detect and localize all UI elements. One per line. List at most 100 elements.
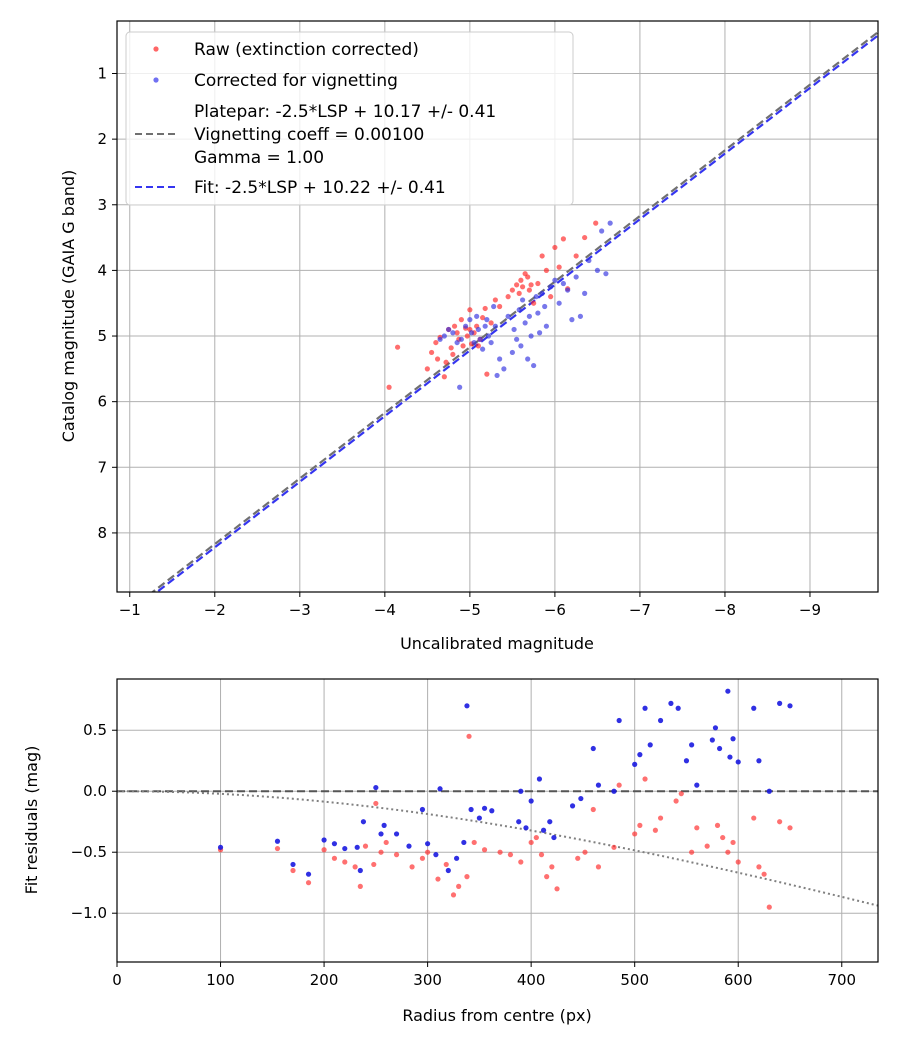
corrected-residual-point — [381, 822, 387, 828]
raw-residual-point — [538, 852, 545, 858]
raw-point — [443, 359, 449, 365]
bottom-ytick-label: 0.0 — [83, 782, 107, 800]
raw-point — [497, 303, 503, 310]
corrected-residual-point — [712, 725, 719, 731]
corrected-residual-point — [528, 798, 534, 804]
raw-point — [475, 343, 481, 349]
bottom-ytick-label: −0.5 — [71, 843, 107, 861]
corrected-point — [446, 326, 452, 333]
raw-residual-point — [657, 815, 664, 821]
corrected-residual-point — [547, 819, 553, 825]
bottom-grid — [116, 679, 878, 962]
fit-line — [155, 34, 878, 592]
corrected-point — [526, 313, 532, 319]
raw-point — [582, 234, 588, 241]
raw-residual-point — [362, 843, 369, 849]
top-ytick-label: 7 — [97, 458, 107, 476]
corrected-point — [539, 290, 545, 296]
raw-point — [573, 253, 579, 259]
corrected-residual-point — [217, 844, 224, 850]
top-ytick-label: 2 — [97, 130, 107, 148]
top-xtick-label: −5 — [459, 601, 481, 619]
raw-residual-point — [383, 839, 389, 846]
corrected-residual-point — [481, 805, 488, 811]
raw-residual-point — [518, 859, 524, 865]
raw-residual-point — [714, 822, 721, 828]
corrected-point — [484, 317, 490, 323]
corrected-residual-point — [373, 784, 379, 791]
corrected-residual-point — [437, 786, 443, 792]
raw-residual-point — [611, 844, 617, 850]
legend-marker-corrected — [153, 77, 159, 83]
raw-residual-point — [694, 825, 700, 831]
raw-residual-point — [378, 849, 384, 855]
corrected-residual-point — [642, 705, 648, 711]
raw-residual-point — [725, 849, 731, 855]
raw-residual-point — [554, 886, 560, 892]
legend-label-platepar-1: Platepar: -2.5*LSP + 10.17 +/- 0.41 — [194, 102, 496, 122]
corrected-point — [494, 372, 500, 379]
corrected-residual-point — [305, 871, 312, 877]
corrected-residual-point — [357, 867, 363, 874]
raw-point — [552, 244, 558, 251]
corrected-point — [480, 346, 486, 352]
raw-point — [433, 339, 439, 346]
raw-residual-point — [331, 855, 338, 861]
corrected-point — [505, 313, 511, 319]
top-ytick-label: 3 — [97, 196, 107, 214]
bottom-lines — [117, 790, 878, 907]
corrected-residual-point — [425, 841, 431, 847]
raw-point — [593, 220, 599, 226]
raw-point — [543, 267, 549, 274]
raw-point — [460, 343, 466, 349]
corrected-residual-point — [730, 736, 736, 742]
corrected-point — [516, 307, 522, 313]
corrected-point — [518, 343, 524, 349]
top-ytick-label: 8 — [97, 524, 107, 542]
corrected-point — [514, 336, 520, 342]
bottom-xtick-label: 300 — [413, 971, 442, 989]
corrected-point — [492, 323, 498, 329]
corrected-point — [573, 274, 579, 280]
raw-residual-point — [425, 849, 431, 855]
corrected-point — [457, 384, 463, 390]
top-xtick-label: −6 — [544, 601, 566, 619]
corrected-residual-point — [716, 745, 723, 752]
corrected-point — [488, 339, 494, 346]
corrected-point — [548, 284, 554, 290]
corrected-residual-point — [331, 841, 338, 847]
corrected-residual-point — [274, 838, 281, 844]
raw-residual-point — [528, 839, 534, 846]
legend-label-raw: Raw (extinction corrected) — [194, 40, 419, 60]
corrected-point — [569, 317, 575, 323]
corrected-point — [441, 333, 447, 339]
top-xtick-label: −8 — [714, 601, 736, 619]
raw-residual-point — [533, 834, 539, 841]
corrected-residual-point — [516, 819, 522, 825]
raw-point — [441, 374, 447, 380]
raw-residual-point — [409, 864, 415, 870]
raw-residual-point — [481, 847, 488, 853]
top-frame — [116, 20, 879, 593]
raw-point — [492, 297, 498, 303]
legend-label-fit: Fit: -2.5*LSP + 10.22 +/- 0.41 — [194, 178, 446, 198]
raw-point — [434, 356, 441, 362]
top-ytick-label: 1 — [97, 65, 107, 83]
raw-residual-point — [678, 791, 684, 797]
corrected-point — [482, 323, 488, 329]
corrected-point — [599, 228, 605, 234]
raw-point — [525, 274, 531, 280]
legend-marker-raw — [153, 46, 159, 52]
raw-residual-point — [735, 859, 741, 865]
corrected-residual-point — [518, 788, 524, 794]
raw-point — [394, 344, 401, 350]
raw-residual-point — [616, 782, 622, 788]
corrected-point — [522, 320, 528, 326]
corrected-point — [454, 339, 460, 346]
raw-residual-point — [290, 867, 296, 874]
raw-point — [467, 307, 473, 313]
corrected-residual-point — [536, 776, 543, 782]
raw-residual-point — [652, 827, 658, 833]
raw-residual-point — [456, 883, 462, 889]
